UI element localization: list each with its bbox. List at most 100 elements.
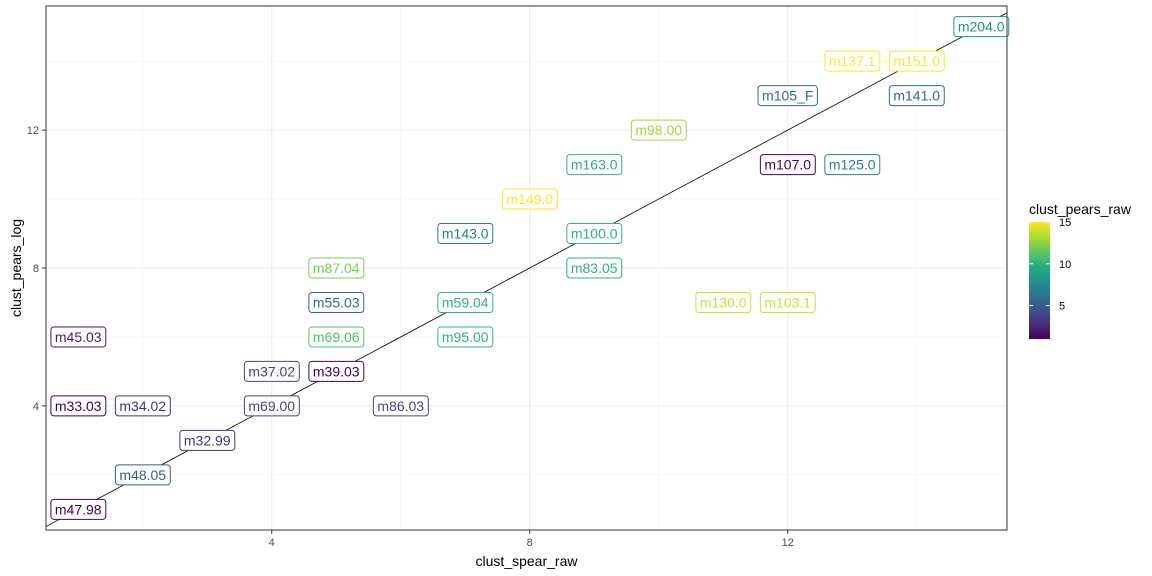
- y-axis-ticks: 4 8 12: [27, 125, 46, 413]
- point-label-m59-04: m59.04: [437, 291, 494, 313]
- point-label-m149-0: m149.0: [501, 188, 558, 210]
- point-label-text: m141.0: [893, 88, 940, 104]
- point-label-box: [308, 326, 365, 348]
- point-label-m151-0: m151.0: [888, 50, 945, 72]
- point-label-box: [437, 223, 494, 245]
- point-label-box: [566, 257, 623, 279]
- point-label-m33-03: m33.03: [50, 395, 107, 417]
- x-axis-ticks: 4 8 12: [269, 530, 794, 549]
- point-label-box: [630, 119, 687, 141]
- point-label-m103-1: m103.1: [759, 291, 816, 313]
- point-label-text: m55.03: [313, 294, 360, 310]
- legend-tick-label: 15: [1059, 217, 1071, 229]
- point-label-text: m45.03: [55, 329, 102, 345]
- point-label-box: [888, 85, 945, 107]
- legend-colorbar: [1029, 222, 1050, 339]
- legend-tick-label: 5: [1059, 301, 1065, 313]
- point-label-m141-0: m141.0: [888, 85, 945, 107]
- point-label-box: [437, 291, 494, 313]
- point-label-box: [759, 154, 816, 176]
- point-label-box: [114, 464, 171, 486]
- point-label-box: [179, 429, 236, 451]
- point-label-box: [50, 395, 107, 417]
- legend-title: clust_pears_raw: [1029, 201, 1132, 217]
- point-label-box: [566, 154, 623, 176]
- point-label-m45-03: m45.03: [50, 326, 107, 348]
- x-tick-label: 12: [782, 537, 794, 549]
- point-label-text: m151.0: [893, 53, 940, 69]
- point-label-text: m204.0: [958, 19, 1005, 35]
- point-label-box: [759, 291, 816, 313]
- point-label-m34-02: m34.02: [114, 395, 171, 417]
- point-labels: m204.0 m137.1 m151.0 m105_F m141.0 m98.00 m163…: [50, 16, 1010, 520]
- point-label-box: [695, 291, 752, 313]
- point-label-m163-0: m163.0: [566, 154, 623, 176]
- point-label-box: [114, 395, 171, 417]
- point-label-m55-03: m55.03: [308, 291, 365, 313]
- point-label-box: [437, 326, 494, 348]
- point-label-text: m149.0: [506, 191, 553, 207]
- point-label-m100-0: m100.0: [566, 223, 623, 245]
- point-label-m87-04: m87.04: [308, 257, 365, 279]
- point-label-box: [308, 360, 365, 382]
- point-label-box: [243, 395, 300, 417]
- point-label-m143-0: m143.0: [437, 223, 494, 245]
- point-label-m204-0: m204.0: [953, 16, 1010, 38]
- point-label-text: m87.04: [313, 260, 360, 276]
- point-label-text: m59.04: [442, 294, 489, 310]
- point-label-box: [50, 326, 107, 348]
- x-tick-label: 8: [527, 537, 533, 549]
- point-label-box: [824, 50, 881, 72]
- point-label-m32-99: m32.99: [179, 429, 236, 451]
- point-label-m86-03: m86.03: [372, 395, 429, 417]
- y-tick-label: 4: [33, 401, 39, 413]
- point-label-text: m130.0: [700, 294, 747, 310]
- point-label-text: m83.05: [571, 260, 618, 276]
- point-label-m125-0: m125.0: [824, 154, 881, 176]
- point-label-text: m32.99: [184, 432, 231, 448]
- point-label-box: [308, 291, 365, 313]
- legend-ticks: 5 10 15: [1029, 217, 1071, 313]
- point-label-text: m39.03: [313, 363, 360, 379]
- point-label-box: [566, 223, 623, 245]
- point-label-text: m125.0: [829, 157, 876, 173]
- y-tick-label: 8: [33, 263, 39, 275]
- point-label-text: m95.00: [442, 329, 489, 345]
- point-label-m39-03: m39.03: [308, 360, 365, 382]
- point-label-m48-05: m48.05: [114, 464, 171, 486]
- color-legend: clust_pears_raw 5 10 15: [1029, 201, 1132, 339]
- point-label-m98-00: m98.00: [630, 119, 687, 141]
- x-axis-title: clust_spear_raw: [476, 553, 579, 569]
- point-label-box: [953, 16, 1010, 38]
- point-label-box: [888, 50, 945, 72]
- point-label-text: m105_F: [762, 88, 813, 104]
- point-label-box: [824, 154, 881, 176]
- point-label-text: m143.0: [442, 226, 489, 242]
- y-tick-label: 12: [27, 125, 39, 137]
- point-label-text: m47.98: [55, 501, 102, 517]
- point-label-text: m137.1: [829, 53, 876, 69]
- point-label-box: [50, 498, 107, 520]
- point-label-text: m107.0: [764, 157, 811, 173]
- x-tick-label: 4: [269, 537, 275, 549]
- point-label-box: [308, 257, 365, 279]
- point-label-text: m103.1: [764, 294, 811, 310]
- point-label-text: m86.03: [377, 398, 424, 414]
- point-label-text: m163.0: [571, 157, 618, 173]
- point-label-box: [243, 360, 300, 382]
- point-label-m69-00: m69.00: [243, 395, 300, 417]
- point-label-m47-98: m47.98: [50, 498, 107, 520]
- point-label-m130-0: m130.0: [695, 291, 752, 313]
- point-label-text: m33.03: [55, 398, 102, 414]
- point-label-text: m34.02: [119, 398, 166, 414]
- point-label-text: m69.00: [248, 398, 295, 414]
- point-label-text: m48.05: [119, 467, 166, 483]
- point-label-m83-05: m83.05: [566, 257, 623, 279]
- y-axis-title: clust_pears_log: [8, 219, 24, 317]
- point-label-m105-f: m105_F: [757, 85, 818, 107]
- point-label-m137-1: m137.1: [824, 50, 881, 72]
- point-label-m107-0: m107.0: [759, 154, 816, 176]
- point-label-text: m37.02: [248, 363, 295, 379]
- point-label-box: [757, 85, 818, 107]
- point-label-text: m98.00: [635, 122, 682, 138]
